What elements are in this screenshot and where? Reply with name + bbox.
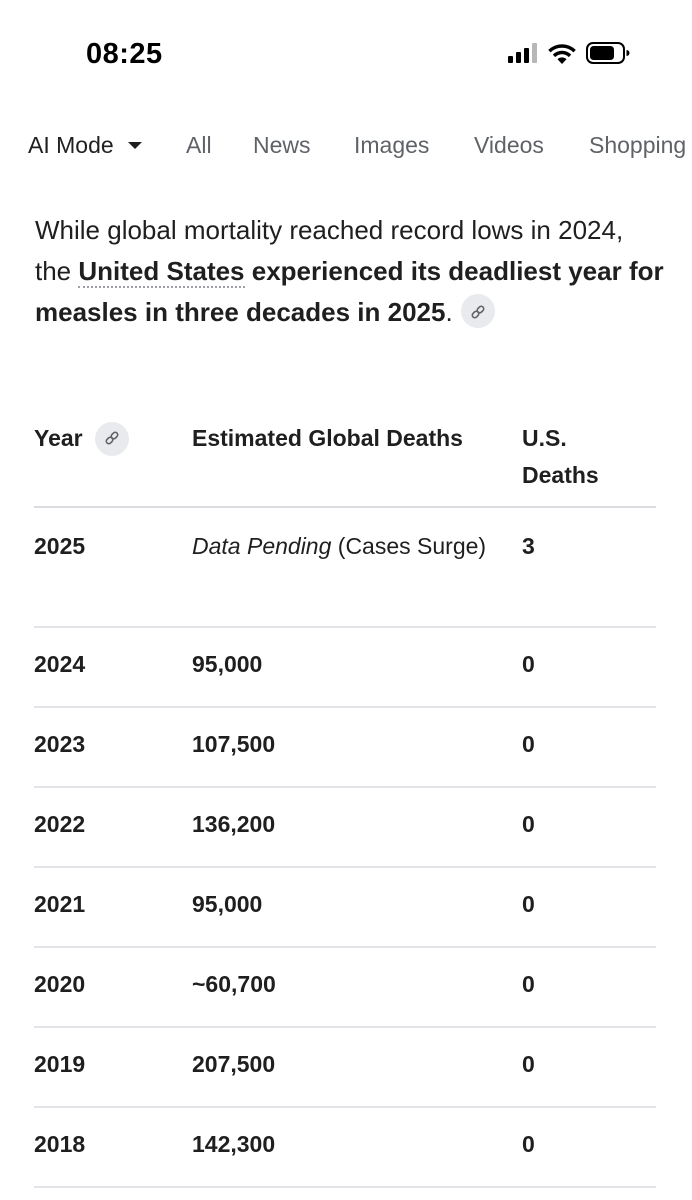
header-global-deaths: Estimated Global Deaths: [192, 425, 463, 451]
cell-us-deaths: 0: [522, 651, 535, 677]
wifi-icon: [548, 43, 576, 64]
header-year-label: Year: [34, 425, 83, 451]
status-time: 08:25: [86, 38, 163, 70]
table-row: 2020 ~60,700 0: [34, 948, 656, 1028]
table-row: 2018 142,300 0: [34, 1108, 656, 1188]
cell-global-deaths: 207,500: [192, 1051, 276, 1077]
intro-text: While global mortality reached record lo…: [35, 215, 624, 286]
link-icon: [104, 420, 120, 457]
cell-year: 2020: [34, 971, 86, 997]
cell-us-deaths: 0: [522, 891, 535, 917]
citation-link-button[interactable]: [94, 420, 129, 457]
entity-link-united-states[interactable]: United States: [78, 256, 245, 288]
pending-note: (Cases Surge): [331, 533, 487, 559]
table-row: 2025 Data Pending (Cases Surge) 3: [34, 508, 656, 628]
cell-year: 2023: [34, 731, 86, 757]
dropdown-caret-icon: [127, 142, 142, 149]
cell-us-deaths: 0: [522, 971, 535, 997]
intro-period: .: [445, 297, 453, 327]
citation-link-button[interactable]: [460, 294, 495, 329]
table-row: 2019 207,500 0: [34, 1028, 656, 1108]
tab-shopping[interactable]: Shopping: [589, 132, 687, 158]
cell-us-deaths: 0: [522, 1051, 535, 1077]
table-header: Year Estimated Global Deaths U.S. Deaths: [34, 412, 656, 508]
cell-year: 2019: [34, 1051, 86, 1077]
table-row: 2023 107,500 0: [34, 708, 656, 788]
measles-deaths-table: Year Estimated Global Deaths U.S. Deaths…: [34, 412, 656, 1188]
status-bar: 08:25: [0, 0, 692, 110]
cellular-signal-icon: [508, 43, 538, 63]
tab-ai-mode-label: AI Mode: [28, 132, 114, 158]
cell-global-deaths: Data Pending (Cases Surge): [192, 528, 492, 565]
header-us-deaths: U.S. Deaths: [522, 425, 599, 488]
cell-year: 2021: [34, 891, 86, 917]
intro-bold-text: experienced its deadliest year for measl…: [35, 256, 664, 327]
table-row: 2024 95,000 0: [34, 628, 656, 708]
tab-images[interactable]: Images: [354, 132, 430, 158]
cell-global-deaths: 107,500: [192, 731, 276, 757]
cell-global-deaths: 136,200: [192, 811, 276, 837]
cell-us-deaths: 3: [522, 533, 535, 559]
battery-icon: [586, 42, 630, 64]
table-row: 2022 136,200 0: [34, 788, 656, 868]
tab-all[interactable]: All: [186, 132, 212, 158]
search-tabs: AI Mode All News Images Videos Shopping: [0, 126, 692, 170]
tab-videos[interactable]: Videos: [474, 132, 544, 158]
cell-global-deaths: 142,300: [192, 1131, 276, 1157]
header-year: Year: [34, 420, 129, 457]
cell-year: 2022: [34, 811, 86, 837]
cell-global-deaths: 95,000: [192, 651, 263, 677]
cell-global-deaths: ~60,700: [192, 971, 276, 997]
cell-year: 2025: [34, 533, 86, 559]
cell-global-deaths: 95,000: [192, 891, 263, 917]
cell-year: 2024: [34, 651, 86, 677]
cell-year: 2018: [34, 1131, 86, 1157]
link-icon: [470, 291, 486, 332]
cell-us-deaths: 0: [522, 1131, 535, 1157]
cell-us-deaths: 0: [522, 811, 535, 837]
status-icons: [508, 42, 630, 64]
tab-ai-mode[interactable]: AI Mode: [28, 132, 142, 159]
pending-label: Data Pending: [192, 533, 332, 559]
ai-answer-paragraph: While global mortality reached record lo…: [35, 210, 665, 333]
cell-us-deaths: 0: [522, 731, 535, 757]
tab-news[interactable]: News: [253, 132, 311, 158]
table-row: 2021 95,000 0: [34, 868, 656, 948]
